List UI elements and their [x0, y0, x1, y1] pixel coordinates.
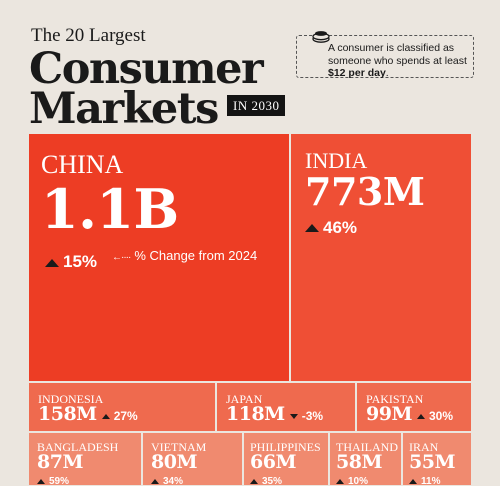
cell-country-label: BANGLADESH [37, 440, 119, 454]
cell-change-label: 15% [45, 252, 97, 272]
chart-kicker: The 20 Largest [31, 25, 146, 46]
year-badge: IN 2030 [227, 95, 286, 116]
chart-title-line2: Markets [29, 84, 219, 134]
triangle-up-icon [37, 478, 45, 484]
treemap-cell-china: CHINA 1.1B 15% [28, 133, 290, 382]
triangle-up-icon [416, 414, 425, 420]
cell-value-label: 55M [409, 451, 455, 473]
treemap-cell-vietnam: VIETNAM 80M 34% [142, 432, 243, 486]
treemap-cell-japan: JAPAN 118M -3% [216, 382, 356, 432]
cell-value-label: 773M [305, 169, 425, 214]
cell-country-label: THAILAND [336, 440, 398, 454]
cell-country-label: JAPAN [226, 392, 263, 406]
cell-change-label: 10% [336, 476, 368, 485]
definition-note-text: A consumer is classified as someone who … [328, 42, 470, 80]
cell-country-label: INDIA [305, 148, 368, 173]
chart-title-line1: Consumer [29, 44, 264, 94]
triangle-up-icon [250, 478, 258, 484]
triangle-up-icon [101, 414, 110, 420]
treemap-cell-pakistan: PAKISTAN 99M 30% [356, 382, 472, 432]
definition-note-box [296, 35, 474, 78]
cell-country-label: INDONESIA [38, 392, 104, 406]
cell-country-label: IRAN [409, 440, 439, 454]
cell-change-label: 46% [305, 218, 357, 238]
treemap-cell-philippines: PHILIPPINES 66M 35% [243, 432, 329, 486]
note-bold: $12 per day [328, 67, 386, 79]
triangle-up-icon [336, 478, 344, 484]
note-suffix: . [385, 67, 389, 79]
cell-value-label: 80M [151, 451, 197, 473]
cell-change-label: 35% [250, 476, 282, 485]
cell-change-label: 34% [151, 476, 183, 485]
cell-value-label: 158M [38, 403, 97, 425]
cell-country-label: PHILIPPINES [250, 440, 321, 454]
treemap-cell-iran: IRAN 55M 11% [402, 432, 472, 486]
cell-country-label: PAKISTAN [366, 392, 424, 406]
cell-change-label: 11% [409, 476, 440, 485]
coins-icon [312, 31, 330, 43]
triangle-up-icon [151, 478, 159, 484]
cell-change-label: -3% [289, 409, 323, 423]
cell-country-label: CHINA [41, 150, 124, 179]
treemap-cell-india: INDIA 773M 46% [290, 133, 472, 382]
cell-value-label: 87M [37, 451, 83, 473]
cell-change-label: 59% [37, 476, 69, 485]
triangle-down-icon [289, 414, 298, 420]
cell-value-label: 99M [366, 403, 412, 425]
triangle-up-icon [305, 224, 319, 233]
cell-value-label: 118M [226, 403, 285, 425]
treemap-cell-thailand: THAILAND 58M 10% [329, 432, 402, 486]
chart-header: The 20 Largest Consumer Markets IN 2030 … [0, 0, 500, 132]
cell-country-label: VIETNAM [151, 440, 207, 454]
cell-value-label: 1.1B [41, 177, 179, 241]
treemap-cell-bangladesh: BANGLADESH 87M 59% [28, 432, 142, 486]
cell-change-label: 27% [101, 409, 138, 423]
cell-value-label: 58M [336, 451, 382, 473]
treemap-cell-indonesia: INDONESIA 158M 27% [28, 382, 216, 432]
triangle-up-icon [409, 478, 417, 484]
triangle-up-icon [45, 258, 59, 267]
note-prefix: A consumer is classified as someone who … [328, 42, 467, 67]
cell-change-label: 30% [416, 409, 453, 423]
cell-value-label: 66M [250, 451, 296, 473]
